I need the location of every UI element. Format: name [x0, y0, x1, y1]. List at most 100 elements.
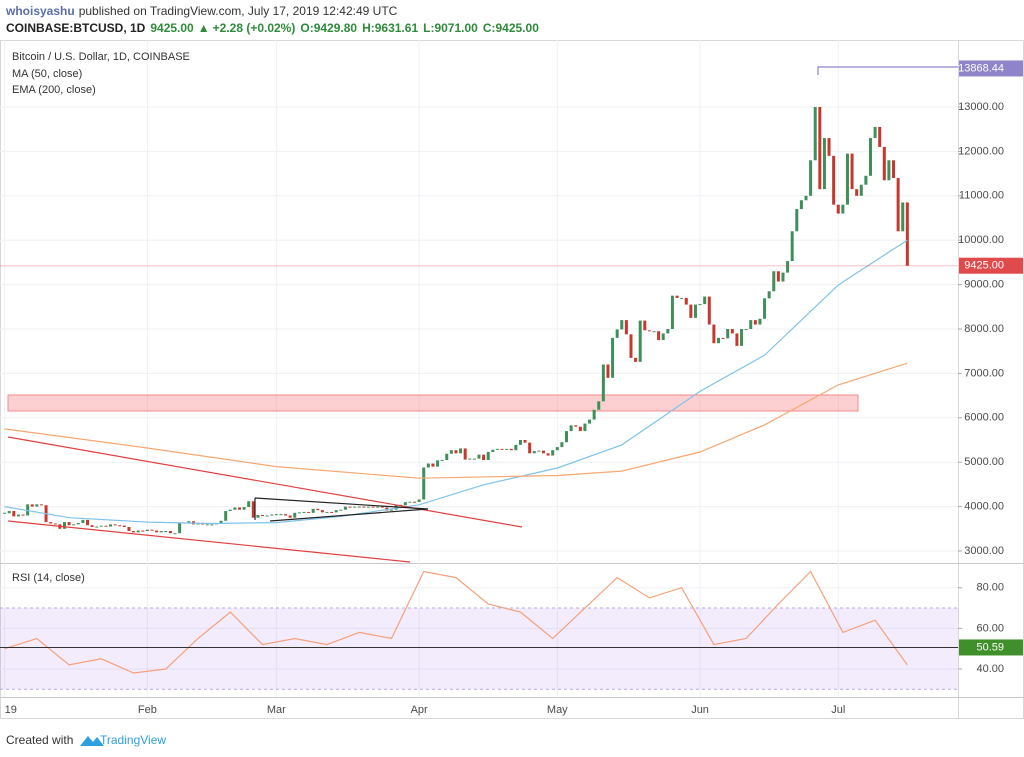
- candle-body: [320, 510, 324, 513]
- candle-body: [316, 508, 320, 511]
- candle-body: [426, 463, 430, 468]
- candle-body: [173, 533, 177, 535]
- candle-body: [836, 204, 840, 214]
- candle-body: [657, 331, 661, 341]
- chart-title: Bitcoin / U.S. Dollar, 1D, COINBASE: [12, 51, 190, 63]
- candle-body: [53, 523, 57, 525]
- published: published on TradingView.com, July 17, 2…: [79, 4, 398, 18]
- candle-body: [772, 271, 776, 292]
- candle-body: [472, 458, 476, 460]
- candle-body: [141, 530, 145, 532]
- candle-body: [187, 521, 191, 524]
- candle-body: [76, 523, 80, 525]
- low: L:9071.00: [423, 21, 478, 35]
- candle-body: [127, 527, 131, 532]
- candle-body: [647, 330, 651, 332]
- footer-text: Created with: [6, 733, 73, 747]
- candle-body: [781, 272, 785, 282]
- logo: [80, 736, 104, 746]
- candle-body: [560, 442, 564, 448]
- candle-body: [703, 296, 707, 305]
- candle-body: [72, 524, 76, 526]
- candle-body: [21, 514, 25, 516]
- candle-body: [357, 506, 361, 508]
- y-tick-label: 12000.00: [958, 145, 1004, 157]
- candle-body: [500, 448, 504, 450]
- candle-body: [505, 448, 509, 450]
- candle-body: [109, 524, 113, 527]
- candle-body: [514, 444, 518, 451]
- candle-body: [804, 195, 808, 201]
- candle-body: [634, 357, 638, 362]
- footer-brand[interactable]: TradingView: [100, 733, 166, 747]
- triangle-line: [269, 508, 429, 522]
- price-label-box: [959, 257, 1023, 274]
- candle-body: [767, 291, 771, 299]
- candle-body: [261, 515, 265, 517]
- candle-body: [786, 261, 790, 273]
- candle-body: [251, 501, 255, 518]
- candle-body: [726, 328, 730, 339]
- candle-body: [790, 231, 794, 262]
- candle-body: [822, 138, 826, 190]
- trend-line: [7, 520, 411, 563]
- candle-body: [873, 126, 877, 139]
- candle-body: [753, 320, 757, 325]
- candle-body: [168, 531, 172, 534]
- y-tick-label: 11000.00: [959, 190, 1004, 202]
- y-tick-label: 80.00: [976, 582, 1004, 594]
- candle-body: [482, 454, 486, 460]
- candle-body: [818, 106, 822, 190]
- candle-body: [689, 304, 693, 318]
- candle-body: [620, 320, 624, 330]
- candle-body: [279, 514, 283, 516]
- candle-body: [353, 506, 357, 508]
- candle-body: [518, 439, 522, 445]
- candle-body: [413, 501, 417, 503]
- candle-body: [201, 523, 205, 525]
- candle-body: [408, 501, 412, 503]
- candle-body: [615, 329, 619, 338]
- candle-body: [454, 450, 458, 454]
- candle-body: [551, 450, 555, 456]
- candle-body: [541, 450, 545, 454]
- candle-body: [744, 328, 748, 330]
- candle-body: [809, 160, 813, 196]
- y-tick-label: 7000.00: [964, 367, 1004, 379]
- price-label: 13868.44: [958, 62, 1004, 74]
- candle-body: [155, 530, 159, 533]
- y-tick-label: 40.00: [976, 663, 1004, 675]
- candle-body: [799, 200, 803, 210]
- level-label: 50.59: [976, 641, 1004, 653]
- candle-body: [86, 519, 90, 526]
- candle-body: [265, 515, 269, 517]
- candle-body: [362, 506, 366, 508]
- candle-body: [864, 175, 868, 185]
- candle-body: [892, 160, 896, 179]
- y-tick-label: 9000.00: [964, 279, 1004, 291]
- y-tick-label: 13000.00: [958, 101, 1004, 113]
- y-tick-label: 6000.00: [964, 412, 1004, 424]
- x-tick-label: May: [547, 704, 568, 716]
- candle-body: [371, 506, 375, 508]
- candle-body: [477, 454, 481, 459]
- candle-body: [136, 530, 140, 533]
- candle-body: [763, 298, 767, 319]
- candle-body: [486, 451, 490, 460]
- candle-body: [712, 324, 716, 344]
- candle-body: [274, 514, 278, 516]
- candle-body: [242, 507, 246, 510]
- candle-body: [693, 304, 697, 318]
- candle-body: [95, 526, 99, 528]
- candle-body: [495, 448, 499, 450]
- candle-body: [196, 523, 200, 525]
- last: 9425.00: [150, 21, 194, 35]
- candle-body: [675, 295, 679, 298]
- candle-body: [776, 271, 780, 282]
- author[interactable]: whoisyashu: [5, 4, 75, 18]
- high-line: [817, 66, 958, 75]
- candle-body: [256, 515, 260, 518]
- candle-body: [376, 506, 380, 508]
- candle-body: [210, 524, 214, 526]
- change: +2.28 (+0.02%): [213, 21, 296, 35]
